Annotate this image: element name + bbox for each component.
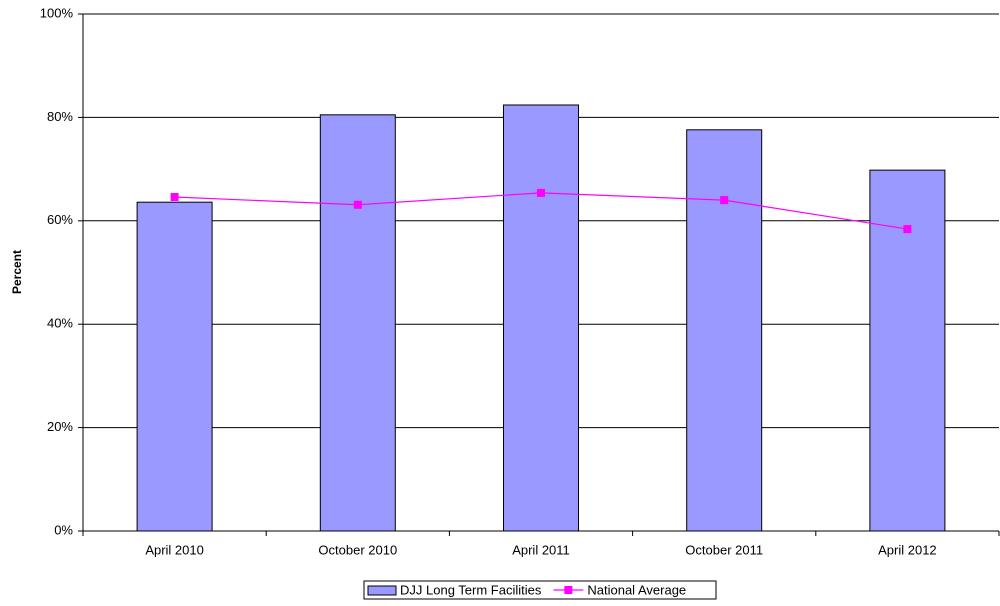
marker [903,225,912,234]
legend-box [363,580,717,600]
bar [686,129,763,532]
legend-label: National Average [587,582,686,597]
x-tick-label: October 2010 [318,542,397,557]
bar [319,114,396,532]
bar [503,104,579,532]
y-tick-label: 40% [47,316,73,331]
y-axis-label: Percent [10,250,24,294]
legend-label: DJJ Long Term Facilities [400,582,542,597]
bar [869,169,946,532]
x-tick-label: October 2011 [685,542,763,557]
marker [353,200,362,209]
marker [537,188,545,197]
y-tick-label: 80% [47,109,73,124]
x-tick-label: April 2011 [512,542,570,557]
y-tick-label: 100% [40,5,74,20]
y-tick-label: 60% [47,212,73,227]
marker [170,193,179,202]
legend-swatch [367,585,397,596]
x-tick-label: April 2012 [878,542,937,557]
legend-marker [564,586,573,594]
y-tick-label: 0% [54,522,73,537]
bar [136,201,213,532]
x-tick-label: April 2010 [145,542,204,557]
y-tick-label: 20% [47,419,73,434]
marker [720,196,729,205]
